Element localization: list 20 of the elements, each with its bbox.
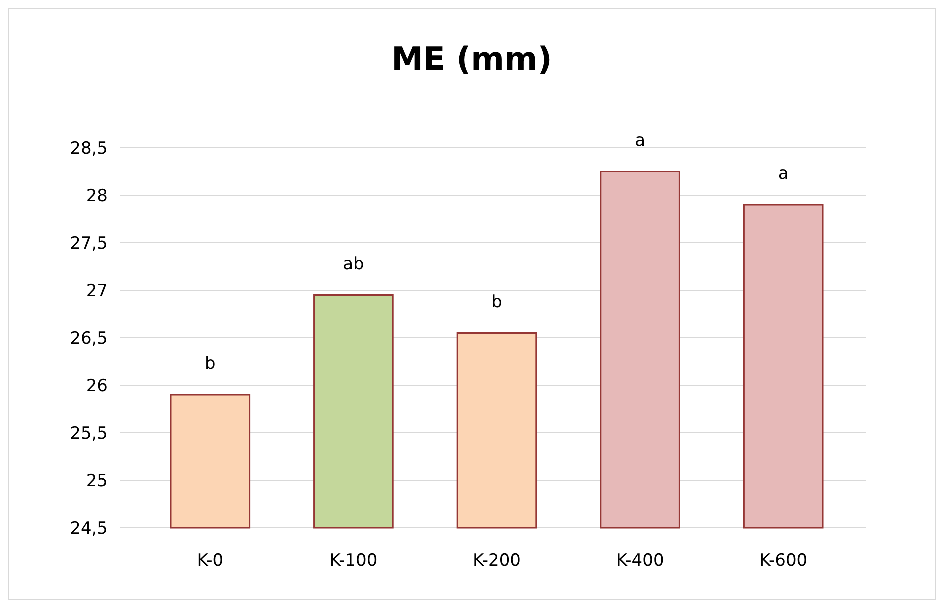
annotation: a [635, 130, 646, 151]
y-tick-label: 25,5 [70, 424, 108, 444]
annotation: ab [343, 254, 364, 274]
y-tick-label: 26 [86, 376, 108, 396]
y-tick-label: 25 [86, 471, 108, 492]
y-tick-label: 27 [86, 281, 108, 302]
y-tick-label: 24,5 [70, 518, 108, 539]
x-tick-label: K-400 [616, 551, 664, 571]
annotation: b [492, 292, 502, 312]
annotation: a [778, 164, 789, 184]
x-tick-label: K-0 [197, 551, 224, 571]
x-tick-label: K-100 [330, 551, 378, 571]
annotation: b [205, 354, 216, 374]
y-tick-label: 27,5 [70, 234, 108, 254]
y-tick-label: 26,5 [70, 328, 108, 349]
x-tick-label: K-600 [760, 551, 808, 571]
y-tick-label: 28,5 [70, 138, 108, 159]
chart-title: ME (mm) [392, 40, 552, 78]
y-tick-label: 28 [86, 186, 108, 206]
x-tick-label: K-200 [473, 551, 521, 571]
